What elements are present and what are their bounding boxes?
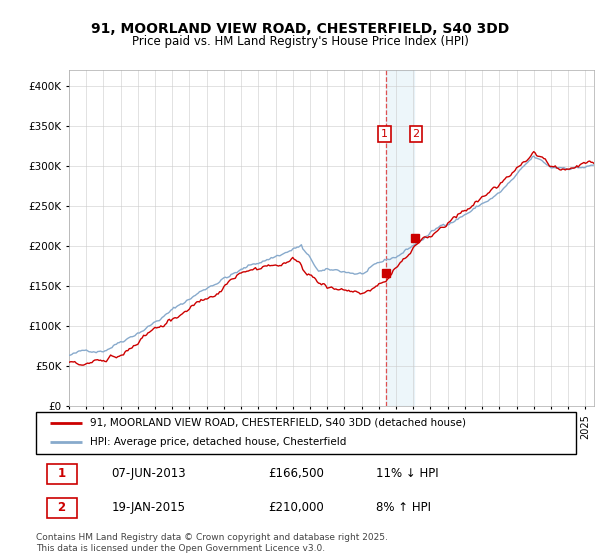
FancyBboxPatch shape bbox=[47, 464, 77, 484]
Text: 19-JAN-2015: 19-JAN-2015 bbox=[112, 501, 185, 514]
Bar bbox=[386, 70, 414, 406]
Text: £166,500: £166,500 bbox=[268, 468, 324, 480]
Text: 1: 1 bbox=[381, 129, 388, 139]
Text: 1: 1 bbox=[58, 468, 66, 480]
FancyBboxPatch shape bbox=[47, 497, 77, 517]
Text: 2: 2 bbox=[412, 129, 419, 139]
Text: Contains HM Land Registry data © Crown copyright and database right 2025.
This d: Contains HM Land Registry data © Crown c… bbox=[36, 533, 388, 553]
Text: Price paid vs. HM Land Registry's House Price Index (HPI): Price paid vs. HM Land Registry's House … bbox=[131, 35, 469, 48]
Text: HPI: Average price, detached house, Chesterfield: HPI: Average price, detached house, Ches… bbox=[90, 437, 346, 447]
Text: £210,000: £210,000 bbox=[268, 501, 324, 514]
Text: 91, MOORLAND VIEW ROAD, CHESTERFIELD, S40 3DD (detached house): 91, MOORLAND VIEW ROAD, CHESTERFIELD, S4… bbox=[90, 418, 466, 428]
Text: 8% ↑ HPI: 8% ↑ HPI bbox=[376, 501, 431, 514]
Text: 91, MOORLAND VIEW ROAD, CHESTERFIELD, S40 3DD: 91, MOORLAND VIEW ROAD, CHESTERFIELD, S4… bbox=[91, 22, 509, 36]
Text: 07-JUN-2013: 07-JUN-2013 bbox=[112, 468, 186, 480]
Text: 2: 2 bbox=[58, 501, 66, 514]
FancyBboxPatch shape bbox=[36, 412, 576, 454]
Text: 11% ↓ HPI: 11% ↓ HPI bbox=[376, 468, 439, 480]
